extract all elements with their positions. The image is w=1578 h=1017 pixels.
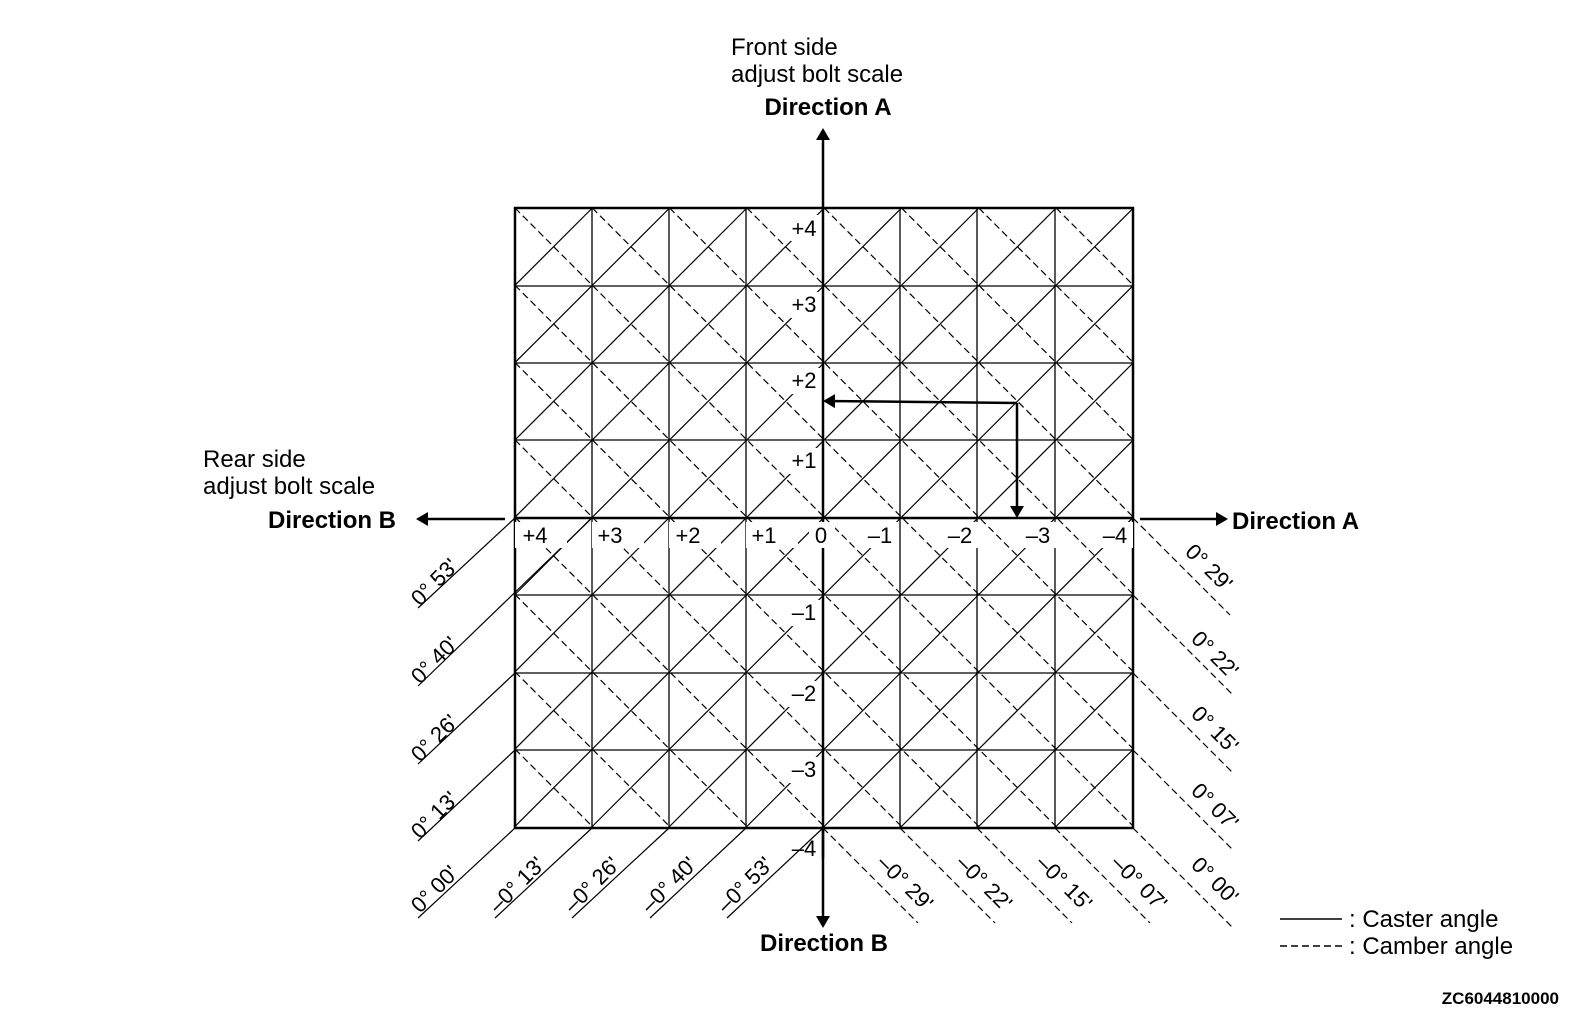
front-scale-ticks: +4 +3 +2 +1 –1 –2 –3 –4 <box>787 215 821 861</box>
x-tick-label: +4 <box>522 523 547 548</box>
y-tick-label: –1 <box>792 600 816 625</box>
camber-angle-label: –0° 07' <box>1106 850 1172 916</box>
y-tick-label: –3 <box>792 757 816 782</box>
caster-leader-line <box>417 827 516 919</box>
y-tick-label: –2 <box>792 681 816 706</box>
y-tick-label: +4 <box>791 216 816 241</box>
caster-leader-line <box>417 672 516 765</box>
camber-angle-label: 0° 22' <box>1186 626 1243 683</box>
camber-leader-line <box>899 827 996 924</box>
caster-leader-line <box>417 749 516 842</box>
caster-angle-line <box>590 285 1134 829</box>
caster-angle-label: –0° 26' <box>559 852 625 918</box>
camber-angle-line <box>514 748 595 829</box>
camber-angle-line <box>746 207 1134 595</box>
camber-leader-line <box>1132 672 1233 773</box>
x-tick-label: –1 <box>868 523 892 548</box>
caster-angle-label: 0° 00' <box>406 860 463 917</box>
example-arrow-to-front-scale <box>823 394 1018 409</box>
camber-angle-line <box>514 439 904 829</box>
caster-angle-line <box>514 207 825 518</box>
x-tick-label: +1 <box>751 523 776 548</box>
figure-code: ZC6044810000 <box>1442 989 1559 1008</box>
camber-angle-label: 0° 07' <box>1186 778 1243 835</box>
camber-angle-line <box>514 284 1059 829</box>
caster-angle-label: 0° 26' <box>406 709 463 766</box>
caster-angle-line <box>514 207 748 441</box>
caster-angle-line <box>514 207 593 286</box>
x-tick-label: –3 <box>1026 523 1050 548</box>
x-tick-label: +3 <box>597 523 622 548</box>
camber-angle-line <box>591 207 1134 750</box>
legend: : Caster angle : Camber angle <box>1280 906 1513 960</box>
caster-angle-line <box>514 207 1057 750</box>
camber-leader-line <box>1132 749 1233 850</box>
y-tick-label: +3 <box>791 292 816 317</box>
caster-angle-label: –0° 13' <box>484 852 550 918</box>
front-scale-title-line1: Front side <box>731 34 838 61</box>
front-scale-title-line2: adjust bolt scale <box>731 61 903 88</box>
caster-angle-label: –0° 40' <box>636 852 702 918</box>
camber-angle-line <box>514 594 749 829</box>
rear-scale-ticks: +4 +3 +2 +1 0 –1 –2 –3 –4 <box>515 522 1133 548</box>
caster-angle-line <box>667 362 1134 829</box>
rear-scale-title-line1: Rear side <box>203 446 306 473</box>
x-tick-label: –4 <box>1103 523 1127 548</box>
camber-angle-label: –0° 29' <box>872 850 938 916</box>
caster-angle-label: 0° 53' <box>406 553 463 610</box>
y-tick-label: +2 <box>791 368 816 393</box>
angle-lines <box>417 207 1233 928</box>
rear-scale-title-line2: adjust bolt scale <box>203 473 375 500</box>
caster-angle-label: 0° 40' <box>406 631 463 688</box>
camber-angle-line <box>514 671 672 829</box>
caster-leader-line <box>494 827 593 919</box>
caster-leader-line <box>417 517 516 609</box>
camber-leader-line <box>1132 517 1231 616</box>
camber-angle-label: 0° 00' <box>1186 852 1243 909</box>
caster-angle-line <box>1054 749 1134 829</box>
camber-leader-line <box>822 827 919 924</box>
caster-angle-line <box>899 594 1134 829</box>
direction-b-bottom-label: Direction B <box>760 930 888 957</box>
y-tick-label: +1 <box>791 448 816 473</box>
direction-b-left-label: Direction B <box>268 507 396 534</box>
camber-angle-label: –0° 22' <box>951 850 1017 916</box>
caster-leader-line <box>571 827 670 919</box>
caster-leader-line <box>649 827 747 919</box>
caster-angle-line <box>976 671 1134 829</box>
legend-caster-label: : Caster angle <box>1349 906 1498 933</box>
legend-camber-label: : Camber angle <box>1349 933 1513 960</box>
camber-angle-line <box>514 207 1134 827</box>
caster-angle-line <box>514 207 980 673</box>
caster-angle-line <box>514 207 671 364</box>
camber-angle-line <box>1055 207 1134 286</box>
x-tick-label: +2 <box>675 523 700 548</box>
caster-leader-line <box>726 827 824 919</box>
camber-angle-line <box>978 207 1134 363</box>
camber-angle-line <box>514 516 827 829</box>
y-tick-label: –4 <box>792 836 816 861</box>
camber-leader-line <box>1132 594 1233 695</box>
caster-angle-label: 0° 13' <box>406 786 463 843</box>
x-tick-label: 0 <box>815 523 827 548</box>
caster-angle-line <box>822 517 1134 829</box>
caster-angle-label: –0° 53' <box>712 852 778 918</box>
camber-leader-line <box>1132 827 1233 928</box>
camber-angle-line <box>823 207 1134 518</box>
x-tick-label: –2 <box>948 523 972 548</box>
direction-a-right-label: Direction A <box>1232 508 1359 535</box>
camber-angle-label: 0° 29' <box>1180 539 1237 596</box>
camber-leader-line <box>976 827 1073 924</box>
camber-leader-line <box>1054 827 1151 924</box>
camber-angle-label: 0° 15' <box>1186 701 1243 758</box>
direction-a-top-label: Direction A <box>764 94 891 121</box>
